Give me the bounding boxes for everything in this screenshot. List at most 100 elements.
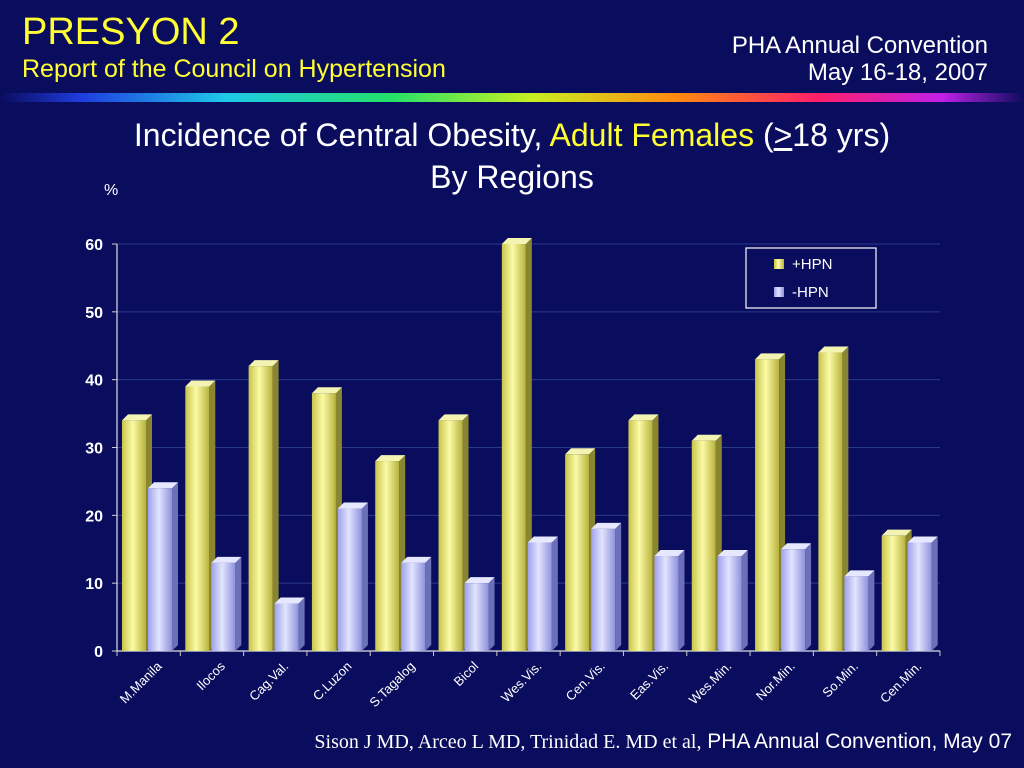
bar-top	[185, 380, 216, 387]
bar-front	[401, 562, 426, 651]
bar-hpn-negative-cen-min-	[907, 536, 938, 651]
bar-front	[501, 244, 526, 651]
legend-swatch	[774, 287, 784, 297]
bar-hpn-positive-s-tagalog	[375, 455, 406, 651]
bar-top	[148, 482, 178, 489]
y-tick-label: 30	[85, 441, 103, 458]
bar-top	[628, 414, 659, 421]
bar-hpn-positive-eas-vis-	[628, 414, 659, 651]
bar-front	[565, 454, 590, 651]
y-tick-label: 20	[85, 508, 103, 525]
y-tick-label: 60	[85, 237, 103, 254]
bar-front	[881, 535, 906, 651]
bar-front	[818, 352, 843, 651]
bar-hpn-negative-s-tagalog	[401, 556, 432, 651]
title-part1: Incidence of Central Obesity,	[133, 117, 550, 153]
bar-top	[755, 353, 786, 360]
bar-top	[844, 570, 875, 577]
bar-top	[122, 414, 152, 421]
bar-top	[311, 387, 342, 394]
bar-top	[907, 536, 938, 543]
bar-top	[274, 597, 305, 604]
rainbow-divider	[0, 93, 1024, 102]
bar-hpn-negative-wes-min-	[717, 550, 748, 651]
bar-front	[654, 556, 679, 651]
title-highlight: Adult Females	[549, 117, 755, 153]
title-part3: 18 yrs)	[792, 117, 891, 153]
footer-authors: Sison J MD, Arceo L MD, Trinidad E. MD e…	[314, 731, 702, 753]
bar-side	[615, 522, 622, 651]
conference-name: PHA Annual Convention	[731, 32, 988, 59]
bar-hpn-positive-bicol	[438, 414, 469, 651]
legend-box	[745, 247, 877, 309]
bar-top	[691, 434, 722, 441]
bar-top	[438, 414, 469, 421]
bar-hpn-positive-m-manila	[122, 414, 152, 651]
bar-top	[565, 448, 596, 455]
x-tick-label: Nor.Min.	[753, 659, 798, 704]
bar-top	[781, 543, 812, 550]
bar-hpn-positive-wes-min-	[691, 434, 722, 651]
title-ge-symbol: >	[773, 117, 793, 153]
bar-side	[868, 570, 875, 651]
brand-subtitle: Report of the Council on Hypertension	[22, 55, 446, 83]
x-tick-label: M.Manila	[117, 658, 165, 706]
slide-title: Incidence of Central Obesity, Adult Fema…	[0, 114, 1024, 198]
x-tick-label: So.Min.	[819, 659, 861, 701]
bar-side	[361, 502, 368, 651]
bar-front	[274, 603, 299, 651]
bar-top	[501, 238, 532, 244]
bar-hpn-negative-so-min-	[844, 570, 875, 651]
footer-citation: Sison J MD, Arceo L MD, Trinidad E. MD e…	[314, 730, 1012, 754]
y-tick-label: 50	[85, 305, 103, 322]
y-tick-label: 40	[85, 373, 103, 390]
bar-top	[881, 529, 912, 536]
bar-hpn-positive-wes-vis-	[501, 238, 532, 651]
bar-front	[527, 542, 552, 651]
conference-info: PHA Annual Convention May 16-18, 2007	[732, 32, 988, 86]
bar-front	[375, 461, 400, 651]
bar-hpn-positive-c-luzon	[311, 387, 342, 651]
bar-front	[337, 508, 362, 651]
x-tick-label: Bicol	[451, 658, 482, 689]
bar-front	[591, 528, 616, 651]
bar-top	[717, 550, 748, 557]
bar-side	[235, 556, 242, 651]
legend-label: -HPN	[792, 284, 829, 301]
bar-front	[122, 420, 146, 651]
y-tick-label: 10	[85, 576, 103, 593]
bar-top	[248, 360, 279, 367]
bar-hpn-positive-so-min-	[818, 346, 849, 651]
x-tick-label: Cen.Vis.	[563, 659, 608, 704]
bar-hpn-positive-cen-min-	[881, 529, 912, 651]
bar-hpn-negative-nor-min-	[781, 543, 812, 651]
bar-hpn-positive-cag-val-	[248, 360, 279, 651]
bar-top	[654, 550, 685, 557]
bar-side	[272, 360, 279, 651]
footer-source: PHA Annual Convention, May 07	[707, 730, 1012, 753]
x-tick-label: C.Luzon	[310, 659, 355, 704]
bar-hpn-negative-bicol	[464, 577, 495, 651]
bar-hpn-negative-wes-vis-	[527, 536, 558, 651]
bar-side	[172, 482, 178, 651]
slide-title-line2: By Regions	[430, 159, 594, 195]
slide-title-line1: Incidence of Central Obesity, Adult Fema…	[0, 114, 1024, 156]
legend: +HPN -HPN	[745, 247, 877, 309]
bar-side	[741, 550, 748, 651]
bar-top	[464, 577, 495, 584]
bar-front	[907, 542, 932, 651]
bar-top	[527, 536, 558, 543]
bar-side	[931, 536, 938, 651]
bar-top	[375, 455, 406, 462]
bar-top	[211, 556, 242, 563]
bar-side	[425, 556, 432, 651]
bar-hpn-negative-m-manila	[148, 482, 178, 651]
bar-side	[678, 550, 685, 651]
legend-swatch	[774, 259, 784, 269]
bar-front	[185, 386, 210, 651]
bar-side	[298, 597, 305, 651]
bar-hpn-negative-eas-vis-	[654, 550, 685, 651]
bar-front	[781, 549, 806, 651]
bar-front	[438, 420, 463, 651]
bar-top	[337, 502, 368, 509]
